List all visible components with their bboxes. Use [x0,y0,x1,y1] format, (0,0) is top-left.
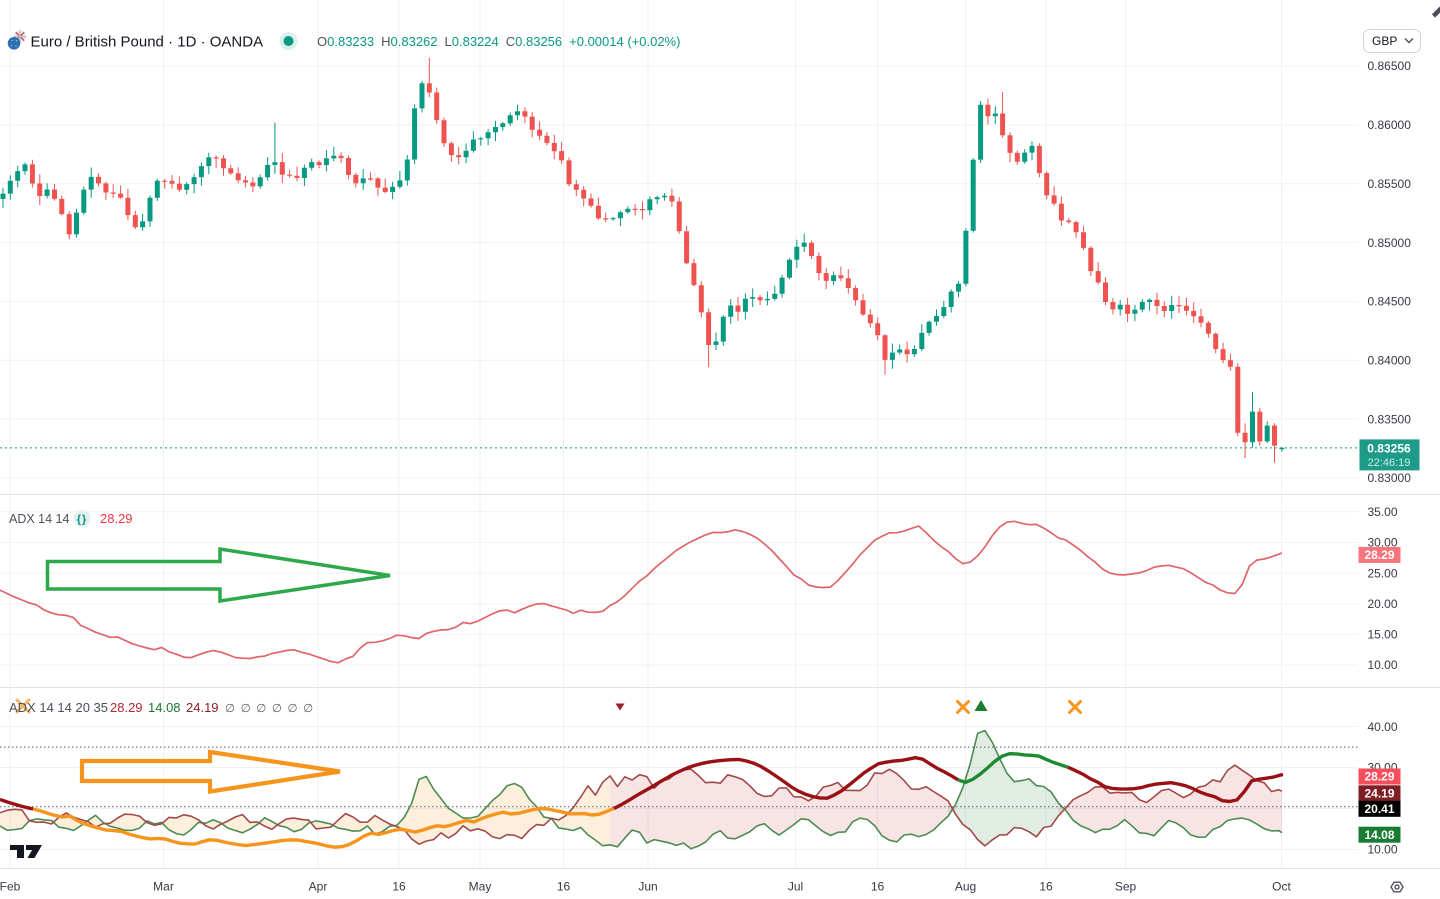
svg-text:Jul: Jul [788,880,803,894]
svg-text:28.29: 28.29 [110,700,143,715]
svg-text:28.29: 28.29 [1364,548,1394,562]
svg-text:10.00: 10.00 [1368,658,1398,672]
svg-text:ADX 14 14: ADX 14 14 [9,512,70,526]
svg-text:Apr: Apr [309,880,328,894]
svg-text:Sep: Sep [1115,880,1137,894]
svg-text:14.08: 14.08 [1364,828,1394,842]
svg-text:0.84500: 0.84500 [1368,295,1412,309]
svg-text:16: 16 [1039,880,1053,894]
svg-text:16: 16 [557,880,571,894]
svg-text:Euro / British Pound · 1D · OA: Euro / British Pound · 1D · OANDA [31,33,264,50]
svg-text:0.83256: 0.83256 [1367,441,1411,455]
svg-text:Aug: Aug [955,880,976,894]
svg-text:14.08: 14.08 [148,700,181,715]
svg-text:0.86500: 0.86500 [1368,59,1412,73]
svg-text:24.19: 24.19 [186,700,219,715]
svg-text:Feb: Feb [0,880,21,894]
svg-text:10.00: 10.00 [1368,843,1398,857]
svg-text:20.41: 20.41 [1364,802,1394,816]
svg-text:ADX 14 14 20 35: ADX 14 14 20 35 [9,700,108,715]
svg-text:25.00: 25.00 [1368,566,1398,580]
svg-text:May: May [469,880,492,894]
svg-text:24.19: 24.19 [1364,787,1394,801]
svg-text:0.85000: 0.85000 [1368,236,1412,250]
svg-text:Mar: Mar [153,880,174,894]
svg-text:15.00: 15.00 [1368,628,1398,642]
svg-text:0.83500: 0.83500 [1368,412,1412,426]
svg-text:∅∅∅∅∅∅: ∅∅∅∅∅∅ [225,703,319,715]
svg-text:0.83000: 0.83000 [1368,471,1412,485]
svg-text:{}: {} [77,514,88,526]
svg-text:Jun: Jun [638,880,657,894]
svg-text:22:46:19: 22:46:19 [1368,457,1411,469]
svg-text:28.29: 28.29 [1364,770,1394,784]
svg-text:16: 16 [392,880,406,894]
svg-text:28.29: 28.29 [100,511,133,526]
svg-text:40.00: 40.00 [1368,720,1398,734]
svg-text:0.86000: 0.86000 [1368,118,1412,132]
svg-text:16: 16 [871,880,885,894]
svg-text:GBP: GBP [1372,34,1397,48]
svg-text:20.00: 20.00 [1368,597,1398,611]
svg-text:35.00: 35.00 [1368,505,1398,519]
svg-text:0.85500: 0.85500 [1368,177,1412,191]
svg-text:30.00: 30.00 [1368,536,1398,550]
svg-text:0.84000: 0.84000 [1368,354,1412,368]
svg-text:Oct: Oct [1272,880,1291,894]
